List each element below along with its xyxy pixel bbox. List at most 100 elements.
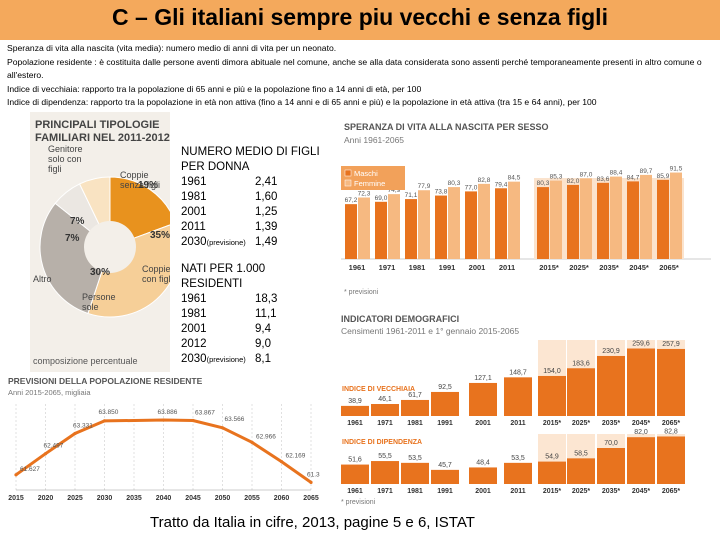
figli-row: 1981 1,60 bbox=[181, 190, 321, 205]
life-expectancy-category: 1961 bbox=[349, 263, 366, 272]
life-expectancy-value: 69,0 bbox=[375, 195, 388, 202]
population-year: 2020 bbox=[38, 495, 54, 502]
nati-value: 8,1 bbox=[255, 353, 271, 365]
dipendenza-bar bbox=[401, 462, 429, 484]
life-expectancy-value: 73,8 bbox=[435, 189, 448, 196]
figli-value: 1,25 bbox=[255, 206, 278, 218]
vecchiaia-category: 2001 bbox=[475, 420, 491, 427]
vecchiaia-bar bbox=[538, 375, 566, 416]
vecchiaia-value: 154,0 bbox=[543, 368, 561, 375]
life-expectancy-value: 88,4 bbox=[610, 170, 623, 177]
figli-block: NUMERO MEDIO DI FIGLI PER DONNA 1961 2,41… bbox=[181, 145, 321, 250]
figli-row: 2011 1,39 bbox=[181, 220, 321, 235]
dipendenza-category: 2025* bbox=[572, 488, 591, 495]
vecchiaia-label: INDICE DI VECCHIAIA bbox=[342, 386, 415, 393]
population-value: 62.497 bbox=[44, 443, 64, 450]
vecchiaia-value: 61,7 bbox=[408, 392, 422, 399]
life-expectancy-value: 84,7 bbox=[627, 174, 640, 181]
dipendenza-category: 1961 bbox=[347, 488, 363, 495]
life-expectancy-value: 85,3 bbox=[550, 174, 563, 181]
dipendenza-value: 82,8 bbox=[664, 428, 678, 435]
vecchiaia-bar bbox=[371, 404, 399, 416]
definition-vecchiaia: Indice di vecchiaia: rapporto tra la pop… bbox=[7, 83, 422, 94]
life-expectancy-category: 1981 bbox=[409, 263, 426, 272]
dipendenza-category: 2001 bbox=[475, 488, 491, 495]
nati-row: 1961 18,3 bbox=[181, 292, 321, 307]
figli-year: 2001 bbox=[181, 206, 207, 218]
pie-slice-value: 7% bbox=[70, 216, 85, 227]
population-subtitle: Anni 2015-2065, migliaia bbox=[8, 388, 91, 397]
dipendenza-category: 1991 bbox=[437, 488, 453, 495]
dipendenza-bar bbox=[597, 448, 625, 484]
pie-slice-label: Genitore solo con figli bbox=[48, 144, 83, 174]
dipendenza-bar bbox=[538, 461, 566, 484]
vecchiaia-bar bbox=[469, 382, 497, 416]
population-year: 2045 bbox=[185, 495, 201, 502]
life-expectancy-category: 2045* bbox=[629, 263, 649, 272]
dipendenza-category: 1981 bbox=[407, 488, 423, 495]
life-expectancy-value: 91,5 bbox=[670, 166, 683, 173]
population-year: 2060 bbox=[274, 495, 290, 502]
dipendenza-bar bbox=[371, 461, 399, 484]
life-expectancy-note: * previsioni bbox=[344, 289, 379, 296]
population-value: 62.966 bbox=[256, 433, 276, 440]
life-expectancy-bar bbox=[567, 184, 579, 259]
life-expectancy-bar bbox=[495, 188, 507, 259]
nati-row: 1981 11,1 bbox=[181, 307, 321, 322]
life-expectancy-bar bbox=[448, 187, 460, 259]
life-expectancy-value: 82,0 bbox=[567, 178, 580, 185]
vecchiaia-category: 1991 bbox=[437, 420, 453, 427]
population-point bbox=[43, 452, 48, 456]
vecchiaia-value: 257,9 bbox=[662, 341, 680, 348]
vecchiaia-bar bbox=[504, 377, 532, 416]
life-expectancy-bar bbox=[508, 181, 520, 259]
pie-title: PRINCIPALI TIPOLOGIE FAMILIARI NEL 2011-2… bbox=[35, 119, 170, 144]
vecchiaia-value: 230,9 bbox=[602, 348, 620, 355]
title-bar bbox=[0, 0, 720, 40]
life-expectancy-category: 2025* bbox=[569, 263, 589, 272]
dipendenza-bar bbox=[627, 437, 655, 484]
life-expectancy-value: 71,1 bbox=[405, 192, 418, 199]
life-expectancy-subtitle: Anni 1961-2065 bbox=[344, 135, 404, 145]
pie-slice-label: Coppie senza figli bbox=[120, 170, 160, 190]
definition-dipendenza: Indice di dipendenza: rapporto tra la po… bbox=[7, 97, 597, 108]
definition-popolazione: Popolazione residente : è costituita dal… bbox=[7, 56, 702, 81]
pie-hole bbox=[84, 221, 136, 273]
pie-slice-value: 7% bbox=[65, 233, 80, 244]
life-expectancy-bar bbox=[435, 195, 447, 259]
dipendenza-value: 53,5 bbox=[511, 455, 525, 462]
population-projection-chart: PREVISIONI DELLA POPOLAZIONE RESIDENTE A… bbox=[8, 376, 320, 502]
population-point bbox=[102, 419, 107, 423]
nati-value: 9,4 bbox=[255, 323, 271, 335]
figli-value: 1,39 bbox=[255, 221, 278, 233]
population-value: 63.886 bbox=[158, 409, 178, 416]
vecchiaia-category: 2065* bbox=[662, 420, 681, 427]
population-value: 63.331 bbox=[73, 422, 93, 429]
nati-row: 2012 9,0 bbox=[181, 337, 321, 352]
life-expectancy-value: 80,3 bbox=[537, 180, 550, 187]
vecchiaia-bar bbox=[657, 348, 685, 416]
pie-slice bbox=[39, 202, 111, 315]
nati-row: 2001 9,4 bbox=[181, 322, 321, 337]
population-point bbox=[250, 440, 254, 444]
dipendenza-bar bbox=[567, 458, 595, 484]
population-year: 2065 bbox=[303, 495, 319, 502]
life-expectancy-value: 67,2 bbox=[345, 197, 358, 204]
life-expectancy-value: 87,0 bbox=[580, 171, 593, 178]
population-year: 2050 bbox=[215, 495, 231, 502]
vecchiaia-bar bbox=[567, 368, 595, 416]
page-title: C – Gli italiani sempre piu vecchi e sen… bbox=[112, 4, 608, 30]
nati-block: NATI PER 1.000 RESIDENTI 1961 18,3 1981 11,… bbox=[181, 262, 321, 367]
figli-value: 2,41 bbox=[255, 176, 278, 188]
life-expectancy-bar bbox=[478, 183, 490, 259]
life-expectancy-bar bbox=[640, 174, 652, 259]
vecchiaia-value: 183,6 bbox=[572, 360, 590, 367]
legend-label: Maschi bbox=[354, 169, 378, 178]
dipendenza-value: 82,0 bbox=[634, 429, 648, 436]
legend-swatch bbox=[344, 169, 352, 177]
population-value: 63.867 bbox=[195, 409, 215, 416]
life-expectancy-category: 2015* bbox=[539, 263, 559, 272]
life-expectancy-bar bbox=[358, 197, 370, 259]
life-expectancy-value: 84,5 bbox=[508, 175, 521, 182]
life-expectancy-value: 80,3 bbox=[448, 180, 461, 187]
